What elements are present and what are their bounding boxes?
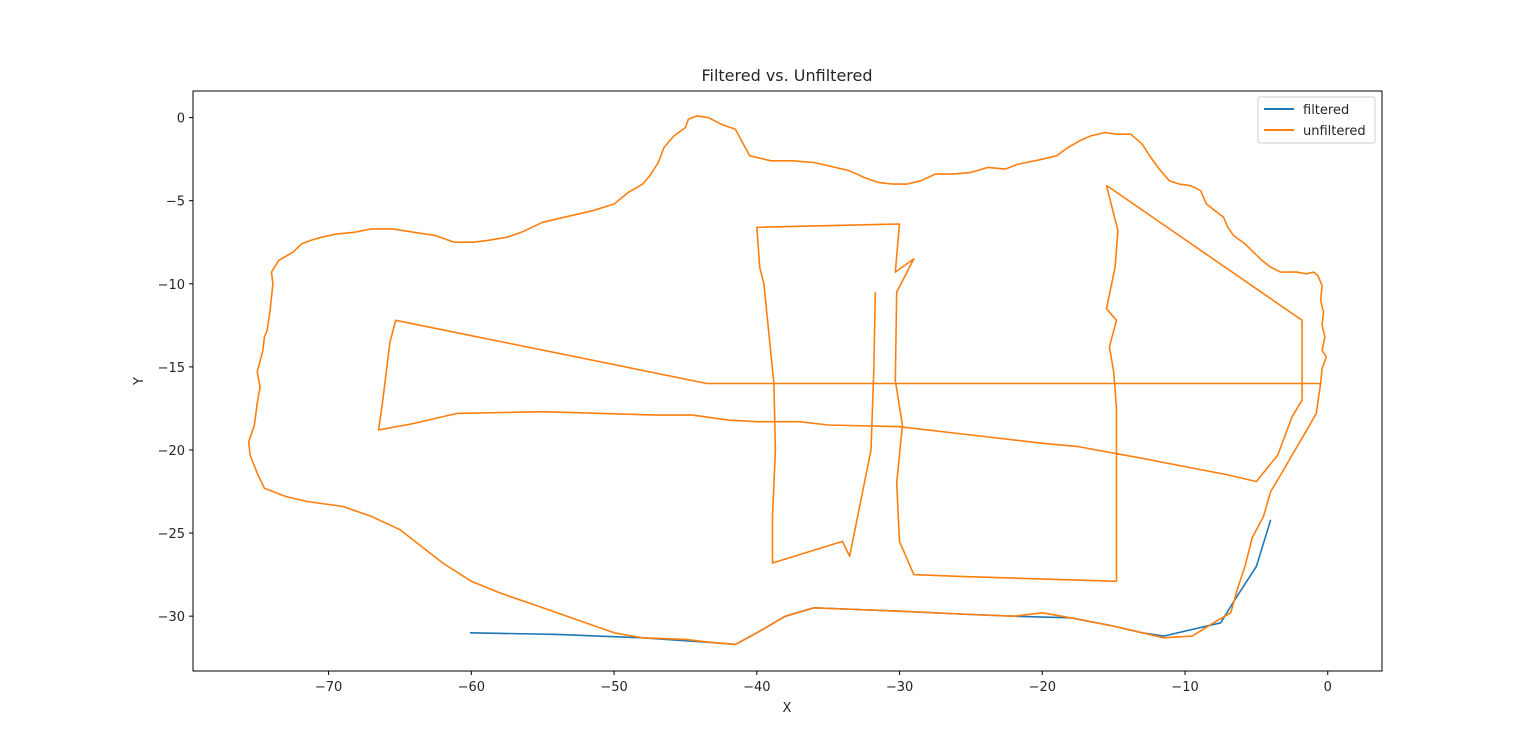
x-axis: −70 −60 −50 −40 −30 −20 −10 0 — [315, 671, 1332, 695]
y-axis-label: Y — [132, 377, 147, 386]
x-tick-label: −70 — [315, 680, 342, 695]
plot-area — [247, 115, 1328, 646]
y-axis: 0 −5 −10 −15 −20 −25 −30 — [158, 112, 193, 625]
x-axis-label: X — [783, 701, 792, 716]
y-tick-label: −15 — [158, 361, 185, 376]
x-tick-label: −10 — [1171, 680, 1198, 695]
legend-label-filtered: filtered — [1303, 103, 1349, 118]
x-tick-label: 0 — [1324, 680, 1332, 695]
x-tick-label: −50 — [600, 680, 627, 695]
y-tick-label: −20 — [158, 444, 185, 459]
y-tick-label: −10 — [158, 278, 185, 293]
x-tick-label: −40 — [743, 680, 770, 695]
legend-label-unfiltered: unfiltered — [1303, 124, 1366, 139]
y-tick-label: −5 — [166, 195, 185, 210]
y-tick-label: −30 — [158, 610, 185, 625]
x-tick-label: −60 — [458, 680, 485, 695]
series-line-unfiltered — [247, 115, 1328, 646]
y-tick-label: 0 — [177, 112, 185, 127]
x-tick-label: −20 — [1029, 680, 1056, 695]
legend: filtered unfiltered — [1257, 96, 1376, 144]
x-tick-label: −30 — [886, 680, 913, 695]
plot-frame — [192, 90, 1383, 672]
y-tick-label: −25 — [158, 527, 185, 542]
chart-title: Filtered vs. Unfiltered — [701, 66, 872, 85]
